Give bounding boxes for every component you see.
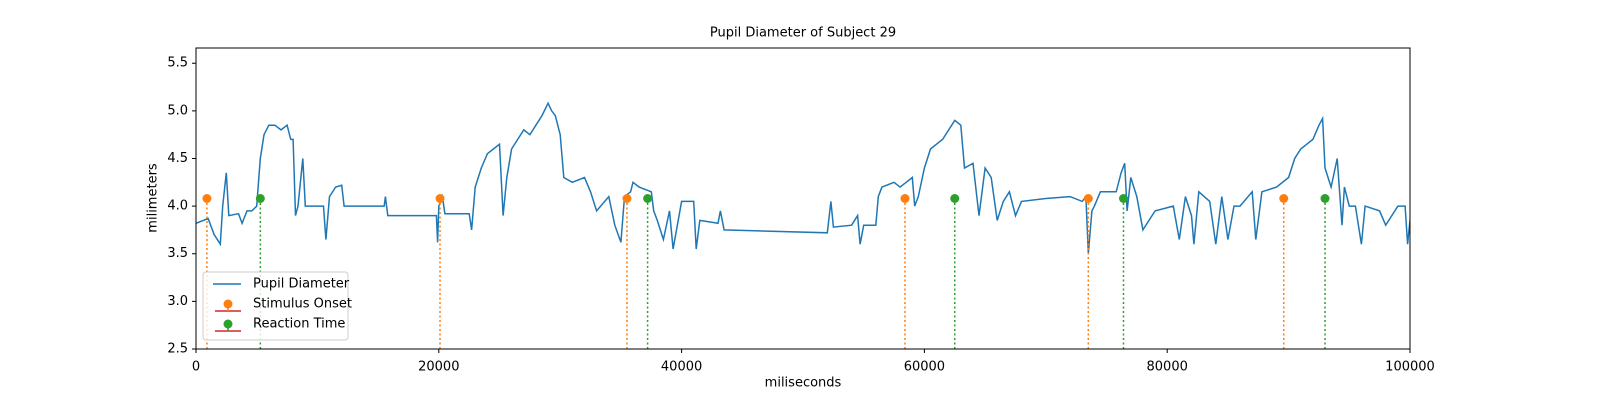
y-tick-label: 3.5 [167, 246, 188, 261]
x-tick-label: 60000 [904, 360, 945, 375]
x-tick-label: 20000 [418, 360, 459, 375]
legend-box [202, 271, 349, 341]
stem-marker [950, 194, 960, 203]
legend-key-marker [223, 319, 233, 329]
legend-label: Pupil Diameter [253, 277, 350, 292]
x-tick-label: 100000 [1385, 360, 1435, 375]
y-axis-label: milimeters [146, 163, 161, 233]
legend-key-marker [223, 299, 233, 309]
stem-marker [1118, 194, 1128, 203]
y-tick-label: 5.5 [167, 56, 188, 71]
y-tick-label: 2.5 [167, 342, 188, 357]
legend-label: Stimulus Onset [253, 297, 352, 312]
stem-marker [202, 194, 212, 203]
y-tick-label: 3.0 [167, 294, 188, 309]
plot-area [196, 101, 1410, 349]
x-tick-label: 40000 [661, 360, 702, 375]
axes-frame [195, 47, 1411, 350]
stem-marker [255, 194, 265, 203]
y-tick-label: 4.0 [167, 199, 188, 214]
stem-marker [1279, 194, 1289, 203]
data-line [196, 101, 1410, 254]
x-axis-label: miliseconds [765, 376, 842, 391]
x-tick-label: 0 [192, 360, 200, 375]
y-tick-label: 4.5 [167, 151, 188, 166]
legend-label: Reaction Time [253, 317, 345, 332]
y-tick-label: 5.0 [167, 103, 188, 118]
stem-marker [435, 194, 445, 203]
stem-marker [900, 194, 910, 203]
legend: Pupil Diameter Stimulus Onset Reaction Tim… [202, 271, 352, 341]
stem-marker [643, 194, 653, 203]
chart-title: Pupil Diameter of Subject 29 [710, 26, 896, 41]
stem-marker [622, 194, 632, 203]
x-tick-label: 80000 [1147, 360, 1188, 375]
stem-marker [1083, 194, 1093, 203]
stem-marker [1320, 194, 1330, 203]
